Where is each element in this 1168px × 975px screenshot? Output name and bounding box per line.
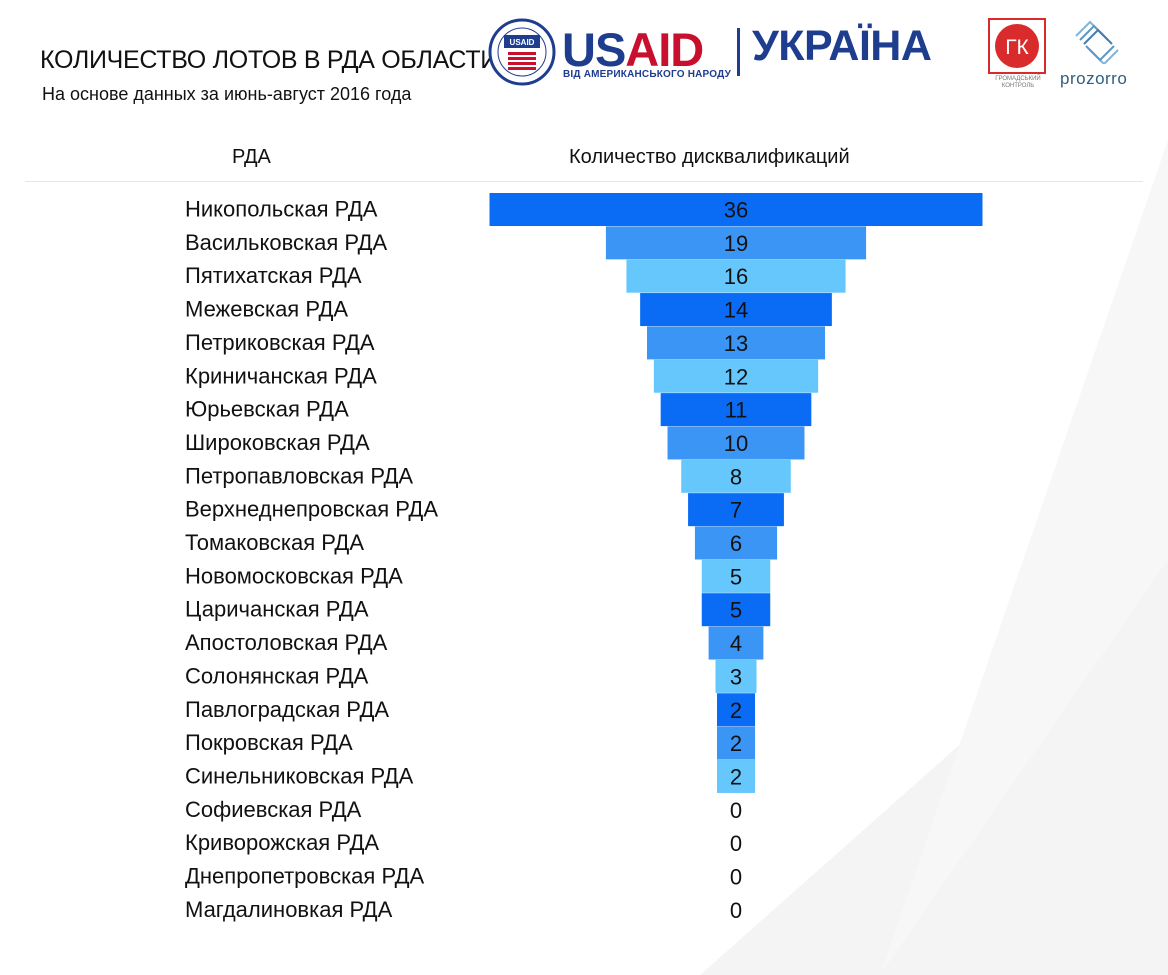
chart-subtitle: На основе данных за июнь-август 2016 год… xyxy=(42,84,412,104)
bar xyxy=(708,626,764,660)
value-label: 16 xyxy=(724,264,748,289)
category-label: Пятихатская РДА xyxy=(185,263,362,288)
chart-title: КОЛИЧЕСТВО ЛОТОВ В РДА ОБЛАСТИ xyxy=(40,46,498,74)
category-label: Новомосковская РДА xyxy=(185,563,403,588)
bar xyxy=(653,359,819,393)
bar xyxy=(667,426,805,460)
column-header-rda: РДА xyxy=(232,146,271,168)
bar xyxy=(694,526,778,560)
header-divider xyxy=(25,181,1143,182)
gk-logo: ГК xyxy=(988,18,1046,74)
value-label: 14 xyxy=(724,298,748,323)
category-label: Томаковская РДА xyxy=(185,530,364,555)
value-label: 19 xyxy=(724,231,748,256)
value-label: 2 xyxy=(730,698,742,723)
value-label: 2 xyxy=(730,764,742,789)
value-label: 11 xyxy=(725,398,748,423)
category-label: Широковская РДА xyxy=(185,430,370,455)
usaid-tagline: ВІД АМЕРИКАНСЬКОГО НАРОДУ xyxy=(563,69,732,80)
usaid-seal-logo: USAID xyxy=(488,18,556,86)
gk-letters: ГК xyxy=(1005,36,1029,59)
value-label: 0 xyxy=(730,865,742,890)
category-label: Петропавловская РДА xyxy=(185,463,413,488)
value-label: 4 xyxy=(730,631,742,656)
gk-caption: ГРОМАДСЬКИЙ КОНТРОЛЬ xyxy=(995,76,1041,89)
bar xyxy=(646,326,826,360)
category-label: Никопольская РДА xyxy=(185,197,378,222)
value-label: 5 xyxy=(730,598,742,623)
bar xyxy=(701,559,771,593)
bar xyxy=(717,726,755,760)
category-label: Межевская РДА xyxy=(185,297,348,322)
logo-separator xyxy=(737,28,740,76)
bar xyxy=(701,593,771,627)
category-label: Синельниковская РДА xyxy=(185,763,414,788)
value-label: 36 xyxy=(724,198,748,223)
prozorro-logo-mark xyxy=(1075,20,1119,64)
bar xyxy=(640,293,832,327)
ukraine-wordmark: УКРАЇНА xyxy=(752,22,932,70)
category-label: Царичанская РДА xyxy=(185,597,369,622)
category-label: Павлоградская РДА xyxy=(185,697,389,722)
category-label: Магдалиновкая РДА xyxy=(185,897,393,922)
value-label: 12 xyxy=(724,364,748,389)
value-label: 3 xyxy=(730,664,742,689)
category-label: Днепропетровская РДА xyxy=(185,864,425,889)
prozorro-wordmark: prozorro xyxy=(1060,69,1128,88)
bar xyxy=(660,393,812,427)
usaid-wordmark-aid: AID xyxy=(625,23,704,76)
value-label: 5 xyxy=(730,564,742,589)
bar xyxy=(717,759,755,793)
category-label: Петриковская РДА xyxy=(185,330,375,355)
bar xyxy=(626,259,846,293)
usaid-badge-text: USAID xyxy=(510,38,535,47)
bar xyxy=(605,226,867,260)
value-label: 2 xyxy=(730,731,742,756)
category-label: Покровская РДА xyxy=(185,730,353,755)
category-label: Солонянская РДА xyxy=(185,663,369,688)
category-label: Юрьевская РДА xyxy=(185,397,349,422)
bar xyxy=(489,193,983,226)
value-label: 10 xyxy=(724,431,748,456)
bar xyxy=(717,693,755,727)
value-label: 6 xyxy=(730,531,742,556)
value-label: 8 xyxy=(730,464,742,489)
value-label: 13 xyxy=(724,331,748,356)
column-header-count: Количество дисквалификаций xyxy=(569,146,850,168)
usaid-wordmark-us: US xyxy=(562,23,626,76)
value-label: 7 xyxy=(730,498,742,523)
category-label: Верхнеднепровская РДА xyxy=(185,497,438,522)
bar xyxy=(688,493,784,527)
value-label: 0 xyxy=(730,898,742,923)
category-label: Васильковская РДА xyxy=(185,230,388,255)
category-label: Апостоловская РДА xyxy=(185,630,388,655)
usaid-wordmark: USAID xyxy=(562,22,704,77)
value-label: 0 xyxy=(730,798,742,823)
bar xyxy=(715,659,757,693)
category-label: Криворожская РДА xyxy=(185,830,379,855)
category-label: Софиевская РДА xyxy=(185,797,362,822)
value-label: 0 xyxy=(730,831,742,856)
category-label: Криничанская РДА xyxy=(185,363,377,388)
bar xyxy=(681,459,791,493)
